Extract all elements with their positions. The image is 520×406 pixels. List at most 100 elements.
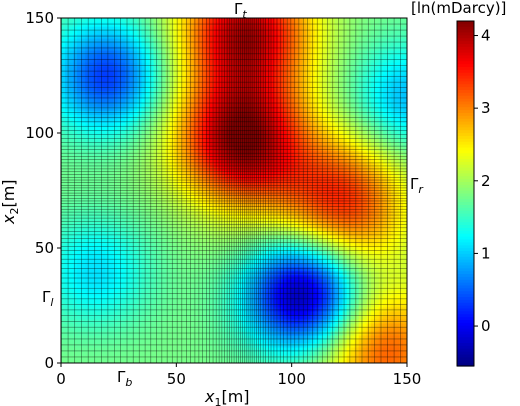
heatmap-cell bbox=[61, 182, 66, 188]
heatmap-cell bbox=[250, 142, 255, 147]
heatmap-cell bbox=[209, 218, 215, 224]
heatmap-cell bbox=[290, 170, 295, 176]
heatmap-cell bbox=[282, 162, 287, 168]
heatmap-cell bbox=[266, 162, 271, 168]
heatmap-cell bbox=[81, 158, 86, 164]
heatmap-cell bbox=[61, 250, 66, 256]
heatmap-cell bbox=[250, 202, 255, 208]
heatmap-cell bbox=[109, 234, 114, 240]
heatmap-cell bbox=[113, 182, 118, 188]
heatmap-cell bbox=[282, 238, 287, 244]
heatmap-cell bbox=[278, 54, 283, 59]
heatmap-cell bbox=[113, 298, 118, 304]
heatmap-cell bbox=[225, 134, 231, 139]
heatmap-cell bbox=[177, 22, 183, 27]
heatmap-cell bbox=[113, 70, 118, 75]
heatmap-cell bbox=[149, 58, 155, 63]
heatmap-cell bbox=[225, 250, 231, 256]
heatmap-cell bbox=[133, 82, 139, 87]
heatmap-cell bbox=[197, 262, 203, 268]
heatmap-cell bbox=[73, 150, 78, 155]
heatmap-cell bbox=[270, 102, 275, 107]
heatmap-cell bbox=[290, 294, 295, 300]
heatmap-cell bbox=[121, 134, 126, 139]
heatmap-cell bbox=[121, 90, 126, 95]
heatmap-cell bbox=[205, 274, 211, 280]
heatmap-cell bbox=[77, 62, 82, 67]
heatmap-cell bbox=[225, 118, 231, 123]
heatmap-cell bbox=[125, 82, 130, 87]
heatmap-cell bbox=[197, 30, 203, 35]
heatmap-cell bbox=[258, 106, 263, 111]
heatmap-cell bbox=[125, 142, 130, 147]
heatmap-cell bbox=[61, 126, 66, 131]
heatmap-cell bbox=[181, 142, 187, 147]
heatmap-cell bbox=[177, 90, 183, 95]
heatmap-cell bbox=[217, 98, 223, 103]
heatmap-cell bbox=[85, 282, 90, 288]
heatmap-cell bbox=[97, 62, 102, 67]
heatmap-cell bbox=[93, 354, 98, 360]
heatmap-cell bbox=[121, 342, 126, 348]
heatmap-cell bbox=[286, 246, 291, 252]
heatmap-cell bbox=[250, 218, 255, 224]
heatmap-cell bbox=[278, 186, 283, 192]
heatmap-cell bbox=[197, 150, 203, 155]
heatmap-cell bbox=[69, 54, 74, 59]
heatmap-cell bbox=[117, 66, 122, 71]
heatmap-cell bbox=[161, 50, 167, 55]
heatmap-cell bbox=[73, 70, 78, 75]
heatmap-cell bbox=[141, 38, 147, 43]
heatmap-cell bbox=[221, 346, 227, 352]
heatmap-cell bbox=[77, 214, 82, 220]
heatmap-cell bbox=[193, 102, 199, 107]
heatmap-cell bbox=[181, 18, 187, 23]
heatmap-cell bbox=[197, 358, 203, 363]
heatmap-cell bbox=[258, 46, 263, 51]
heatmap-cell bbox=[69, 206, 74, 212]
heatmap-cell bbox=[121, 282, 126, 288]
heatmap-cell bbox=[65, 54, 70, 59]
heatmap-cell bbox=[169, 26, 175, 31]
heatmap-cell bbox=[286, 34, 291, 39]
heatmap-cell bbox=[177, 242, 183, 248]
heatmap-cell bbox=[274, 214, 279, 220]
heatmap-cell bbox=[169, 202, 175, 208]
heatmap-cell bbox=[101, 238, 106, 244]
heatmap-cell bbox=[270, 186, 275, 192]
heatmap-cell bbox=[93, 234, 98, 240]
heatmap-cell bbox=[145, 222, 151, 228]
heatmap-cell bbox=[266, 102, 271, 107]
heatmap-cell bbox=[153, 246, 159, 252]
heatmap-cell bbox=[209, 158, 215, 164]
heatmap-cell bbox=[85, 342, 90, 348]
heatmap-cell bbox=[209, 350, 215, 356]
heatmap-cell bbox=[181, 250, 187, 256]
heatmap-cell bbox=[97, 310, 102, 316]
heatmap-cell bbox=[89, 274, 94, 280]
heatmap-cell bbox=[101, 34, 106, 39]
heatmap-cell bbox=[286, 70, 291, 75]
heatmap-cell bbox=[274, 210, 279, 216]
heatmap-cell bbox=[221, 262, 227, 268]
heatmap-cell bbox=[173, 30, 179, 35]
heatmap-cell bbox=[278, 18, 283, 23]
heatmap-cell bbox=[93, 314, 98, 320]
heatmap-cell bbox=[85, 346, 90, 352]
heatmap-cell bbox=[93, 134, 98, 139]
heatmap-cell bbox=[278, 26, 283, 31]
heatmap-cell bbox=[181, 146, 187, 151]
heatmap-cell bbox=[165, 118, 171, 123]
heatmap-cell bbox=[61, 354, 66, 360]
heatmap-cell bbox=[201, 34, 207, 39]
heatmap-cell bbox=[193, 62, 199, 67]
heatmap-cell bbox=[225, 50, 231, 55]
heatmap-cell bbox=[290, 350, 295, 356]
heatmap-cell bbox=[177, 170, 183, 176]
heatmap-cell bbox=[177, 246, 183, 252]
heatmap-cell bbox=[274, 66, 279, 71]
heatmap-cell bbox=[137, 22, 143, 27]
heatmap-cell bbox=[197, 222, 203, 228]
heatmap-cell bbox=[225, 34, 231, 39]
heatmap-cell bbox=[129, 138, 135, 143]
